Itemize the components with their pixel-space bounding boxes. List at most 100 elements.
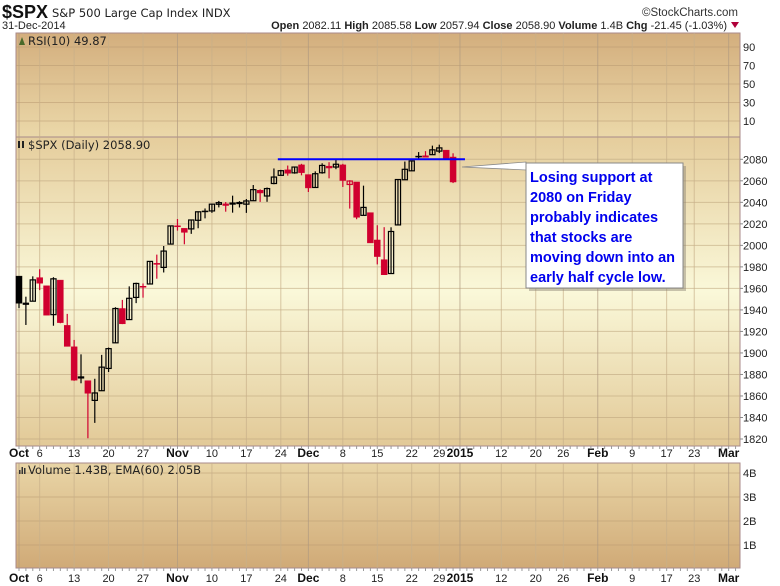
- candle: [29, 276, 36, 302]
- ohlc-summary: Open 2082.11 High 2085.58 Low 2057.94 Cl…: [271, 20, 727, 32]
- x-axis-label: 17: [240, 573, 252, 585]
- rsi-tick-label: 70: [743, 61, 755, 73]
- price-tick-label: 2080: [743, 154, 767, 166]
- candle-body-filled: [36, 277, 43, 284]
- price-tick-label: 1840: [743, 412, 767, 424]
- candle: [70, 339, 78, 381]
- volume-label: Volume 1.43B, EMA(60) 2.05B: [28, 463, 201, 477]
- candle: [332, 159, 340, 170]
- candle-body-hollow: [146, 260, 154, 285]
- candle-body-hollow: [50, 278, 57, 316]
- candle-body-filled: [325, 165, 333, 169]
- price-tick-label: 1960: [743, 283, 767, 295]
- close-label: Close: [483, 20, 513, 32]
- candle: [132, 282, 140, 304]
- candle-body-hollow: [91, 392, 98, 401]
- candle-body-filled: [442, 149, 450, 160]
- rsi-tick-label: 10: [743, 116, 755, 128]
- x-axis-label: 22: [406, 573, 418, 585]
- candle: [229, 195, 236, 213]
- candle: [243, 198, 250, 213]
- price-tick-label: 1860: [743, 391, 767, 403]
- candle-body-filled: [57, 279, 64, 323]
- candle-body-hollow: [112, 307, 119, 344]
- candle: [105, 347, 112, 372]
- down-arrow-icon: [731, 22, 739, 28]
- x-axis-label: 29: [433, 448, 445, 460]
- candle: [250, 185, 257, 202]
- x-axis-label: 9: [629, 573, 635, 585]
- candle: [374, 225, 381, 265]
- candle-body-hollow: [126, 297, 133, 321]
- candle-body-filled: [353, 181, 360, 218]
- candle: [298, 163, 305, 176]
- candle-body-hollow: [194, 211, 202, 221]
- candle-body-filled: [415, 155, 422, 158]
- candle: [394, 178, 402, 226]
- callout-text: Losing support at 2080 on Friday probabl…: [530, 170, 675, 286]
- candle: [22, 296, 30, 325]
- candle: [146, 260, 154, 285]
- exchange: INDX: [202, 6, 231, 20]
- candle: [139, 283, 147, 298]
- candle: [15, 275, 23, 309]
- candle-body-hollow: [394, 178, 402, 226]
- candle-body-hollow: [277, 170, 285, 176]
- callout-box[interactable]: [525, 162, 684, 289]
- x-axis-label: 12: [495, 448, 507, 460]
- x-axis-label: Oct: [9, 446, 29, 460]
- price-tick-label: 2060: [743, 176, 767, 188]
- x-axis-label: 8: [340, 448, 346, 460]
- candle: [153, 254, 161, 279]
- volume-label: Volume: [558, 20, 597, 32]
- candle-body-filled: [422, 155, 429, 158]
- x-axis-label: 9: [629, 448, 635, 460]
- price-tick-label: 1980: [743, 262, 767, 274]
- x-axis-label: 10: [206, 448, 218, 460]
- candle: [270, 168, 278, 185]
- x-axis-label: 27: [137, 573, 149, 585]
- candle-body-hollow: [312, 173, 319, 189]
- candle: [160, 246, 167, 273]
- candle-body-filled: [449, 156, 457, 183]
- candle-body-filled: [374, 239, 381, 257]
- candle: [236, 201, 243, 208]
- candle: [112, 307, 119, 344]
- candle: [126, 286, 133, 321]
- candle-body-filled: [367, 212, 374, 244]
- open-label: Open: [271, 20, 299, 32]
- price-tick-label: 2000: [743, 240, 767, 252]
- candle-body-hollow: [160, 250, 167, 269]
- callout-line: moving down into an: [530, 250, 675, 266]
- callout-line: early half cycle low.: [530, 270, 666, 286]
- candle-body-filled: [256, 190, 264, 194]
- rsi-icon: [19, 37, 25, 45]
- candle-body-filled: [305, 174, 312, 189]
- stockcharts-copyright[interactable]: ©StockCharts.com: [642, 7, 738, 19]
- candle: [346, 180, 353, 209]
- candle-body-filled: [339, 164, 347, 181]
- candle-icon: [18, 141, 24, 148]
- price-tick-label: 2020: [743, 219, 767, 231]
- x-axis-label: 8: [340, 573, 346, 585]
- candle: [401, 161, 409, 181]
- price-tick-label: 1920: [743, 326, 767, 338]
- callout-line: Losing support at: [530, 170, 653, 186]
- candle: [339, 163, 347, 187]
- price-tick-label: 1940: [743, 305, 767, 317]
- x-axis-label: 26: [557, 448, 569, 460]
- volume-tick-label: 3B: [743, 492, 756, 504]
- x-axis-label: 2015: [447, 571, 474, 585]
- candle: [408, 160, 415, 172]
- candle: [277, 169, 285, 176]
- candle: [36, 269, 43, 291]
- rsi-panel: [15, 32, 741, 138]
- close-value: 2058.90: [516, 20, 556, 32]
- candle-body-hollow: [263, 187, 271, 197]
- candle: [305, 174, 312, 193]
- candle-body-hollow: [291, 166, 298, 174]
- candle: [429, 145, 436, 156]
- open-value: 2082.11: [302, 20, 341, 32]
- axes: 2080206020402020200019801960194019201900…: [9, 42, 767, 585]
